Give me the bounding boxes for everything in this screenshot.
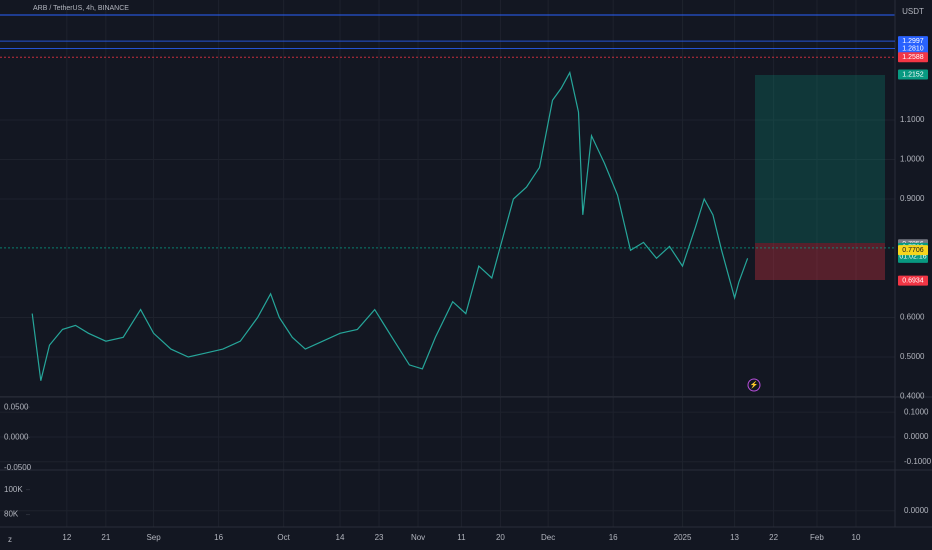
- y-tick-label: -0.0500: [4, 463, 32, 472]
- alert-glyph[interactable]: ⚡: [750, 380, 759, 389]
- y-tick-label: -0.1000: [904, 457, 932, 466]
- y-tick-label: 80K: [4, 510, 19, 519]
- alert-icon[interactable]: [747, 378, 761, 392]
- x-tick-label: 16: [609, 533, 618, 542]
- x-tick-label: 11: [457, 533, 466, 542]
- x-tick-label: 20: [496, 533, 505, 542]
- price-badge: [898, 52, 928, 63]
- price-badge: [898, 69, 928, 80]
- price-line: [31, 70, 749, 381]
- x-tick-label: Oct: [277, 533, 290, 542]
- price-badge-label: 0.6934: [902, 277, 924, 284]
- y-tick-label: 100K: [4, 485, 23, 494]
- price-badge-label: 0.7706: [902, 247, 924, 254]
- price-badge: [898, 43, 928, 54]
- x-tick-label: 14: [336, 533, 345, 542]
- currency[interactable]: USDT: [902, 7, 924, 16]
- y-tick-label: 0.9000: [900, 194, 925, 203]
- x-tick-label: Nov: [411, 533, 425, 542]
- y-tick-label: 0.5000: [900, 352, 925, 361]
- price-badge: [898, 275, 928, 286]
- y-tick-label: 0.0500: [4, 402, 29, 411]
- x-tick-label: Dec: [541, 533, 555, 542]
- y-tick-label: 0.4000: [900, 392, 925, 401]
- x-tick-label: Feb: [810, 533, 824, 542]
- x-tick-label: 16: [214, 533, 223, 542]
- chart-title: ARB / TetherUS, 4h, BINANCE: [33, 5, 129, 12]
- price-badge-label: 1.2997: [902, 38, 924, 45]
- price-badge-label: 1.2152: [902, 71, 924, 78]
- y-tick-label: 0.1000: [904, 407, 929, 416]
- x-tick-label: 21: [101, 533, 110, 542]
- price-badge-label: 1.2810: [902, 45, 924, 52]
- y-tick-label: 0.0000: [4, 433, 29, 442]
- y-tick-label: 0.6000: [900, 313, 925, 322]
- countdown: 01:02:16: [899, 254, 926, 261]
- y-tick-label: 1.0000: [900, 155, 925, 164]
- timezone-icon[interactable]: z: [8, 535, 12, 544]
- y-tick-label: 0.0000: [904, 506, 929, 515]
- x-tick-label: 13: [730, 533, 739, 542]
- x-tick-label: 10: [852, 533, 861, 542]
- price-badge-label: 1.2588: [902, 54, 924, 61]
- x-tick-label: 22: [769, 533, 778, 542]
- target-zone: [755, 75, 885, 243]
- y-tick-label: 0.0000: [904, 432, 929, 441]
- x-tick-label: 2025: [674, 533, 692, 542]
- x-tick-label: 12: [62, 533, 71, 542]
- y-tick-label: 1.1000: [900, 115, 925, 124]
- stop-zone: [755, 243, 885, 280]
- x-tick-label: 23: [375, 533, 384, 542]
- price-badge: [898, 245, 928, 256]
- x-tick-label: Sep: [146, 533, 161, 542]
